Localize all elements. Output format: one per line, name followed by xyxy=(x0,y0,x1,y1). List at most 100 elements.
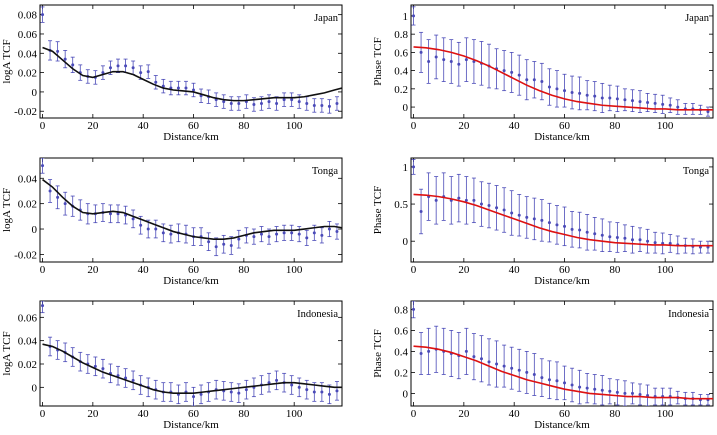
data-point xyxy=(608,235,612,239)
data-point xyxy=(563,381,567,385)
data-point xyxy=(297,100,301,104)
x-axis-label: Distance/km xyxy=(534,131,590,143)
y-axis-label: Phase TCF xyxy=(372,186,384,234)
data-point xyxy=(502,208,506,212)
data-point xyxy=(146,70,150,74)
data-point xyxy=(638,392,642,396)
data-point xyxy=(600,96,604,100)
data-point xyxy=(623,236,627,240)
data-point xyxy=(615,235,619,239)
plot-frame xyxy=(410,300,714,407)
data-point xyxy=(282,98,286,102)
data-point xyxy=(525,370,529,374)
plot-frame xyxy=(39,4,343,119)
x-tick-label: 20 xyxy=(87,408,99,420)
panel-bottom-left: 0 20 40 60 80 100 0 0.02 0.04 0.06 Distance/km logA… xyxy=(1,300,343,431)
fit-curve xyxy=(413,345,713,400)
y-tick-label: 0 xyxy=(403,236,409,248)
data-point xyxy=(510,211,514,215)
data-point xyxy=(547,378,551,382)
data-point xyxy=(56,49,60,53)
y-tick-label: 0.04 xyxy=(18,48,38,60)
data-point xyxy=(412,307,416,311)
data-point xyxy=(56,195,60,199)
y-tick-label: 0.02 xyxy=(18,68,37,80)
x-axis-label: Distance/km xyxy=(163,131,219,143)
x-tick-label: 80 xyxy=(609,264,621,276)
y-tick-label: 0.8 xyxy=(394,29,408,41)
data-point xyxy=(252,235,256,239)
x-tick-label: 40 xyxy=(138,120,150,132)
x-tick-label: 100 xyxy=(286,264,303,276)
data-point xyxy=(275,232,279,236)
data-point xyxy=(578,228,582,232)
data-point xyxy=(457,62,461,66)
data-point xyxy=(116,212,120,216)
data-point xyxy=(327,392,331,396)
data-layer xyxy=(411,301,713,406)
data-point xyxy=(259,102,263,106)
y-tick-label: 0.06 xyxy=(18,29,38,41)
data-point xyxy=(464,58,468,62)
x-tick-label: 40 xyxy=(509,120,521,132)
data-point xyxy=(214,245,218,249)
data-point xyxy=(615,97,619,101)
x-tick-label: 0 xyxy=(40,120,46,132)
data-point xyxy=(630,99,634,103)
data-point xyxy=(479,357,483,361)
data-point xyxy=(464,198,468,202)
data-point xyxy=(335,230,339,234)
y-tick-label: 0.06 xyxy=(18,312,38,324)
data-point xyxy=(570,227,574,231)
x-tick-label: 0 xyxy=(411,120,417,132)
y-tick-label: 1 xyxy=(403,162,409,174)
panel-title: Tonga xyxy=(312,166,338,177)
x-tick-label: 20 xyxy=(87,264,99,276)
x-tick-label: 20 xyxy=(458,120,470,132)
panel-middle-right: 0 20 40 60 80 100 0 0.5 1 Distance/km Phase TCF Ton… xyxy=(372,157,714,287)
data-point xyxy=(653,101,657,105)
panel-title: Japan xyxy=(685,13,710,24)
data-point xyxy=(93,364,97,368)
data-point xyxy=(222,242,226,246)
data-point xyxy=(555,223,559,227)
x-tick-label: 40 xyxy=(138,264,150,276)
fit-curve xyxy=(413,193,713,247)
x-tick-label: 100 xyxy=(286,408,303,420)
data-point xyxy=(237,237,241,241)
x-axis-label: Distance/km xyxy=(163,275,219,287)
x-tick-label: 40 xyxy=(509,264,521,276)
data-point xyxy=(290,231,294,235)
data-point xyxy=(63,202,67,206)
data-point xyxy=(495,362,499,366)
data-point xyxy=(510,70,514,74)
data-point xyxy=(668,241,672,245)
data-layer xyxy=(411,6,713,117)
data-point xyxy=(41,164,45,168)
data-point xyxy=(305,236,309,240)
data-point xyxy=(320,103,324,107)
data-point xyxy=(615,390,619,394)
x-axis-label: Distance/km xyxy=(534,275,590,287)
panel-bottom-right: 0 20 40 60 80 100 0 0.2 0.4 0.6 0.8 Distance/km Phas… xyxy=(372,300,714,431)
panel-top-right: 0 20 40 60 80 100 0 0.2 0.4 0.6 0.8 1 Distance/km Pha… xyxy=(372,4,714,143)
data-point xyxy=(305,388,309,392)
x-tick-label: 60 xyxy=(559,264,571,276)
fit-curve xyxy=(42,178,342,240)
data-point xyxy=(419,50,423,54)
data-point xyxy=(169,232,173,236)
fit-curve xyxy=(42,343,342,394)
data-point xyxy=(222,100,226,104)
data-point xyxy=(638,100,642,104)
data-point xyxy=(585,386,589,390)
data-point xyxy=(41,304,45,308)
panel-middle-left: 0 20 40 60 80 100-0.0200.020.04Distance/kmlog… xyxy=(1,157,343,287)
x-tick-label: 0 xyxy=(411,264,417,276)
data-point xyxy=(532,373,536,376)
data-point xyxy=(275,102,279,106)
data-point xyxy=(585,230,589,234)
fit-curve xyxy=(413,46,713,111)
data-point xyxy=(600,388,604,392)
data-layer xyxy=(411,159,713,255)
x-tick-label: 80 xyxy=(609,408,621,420)
